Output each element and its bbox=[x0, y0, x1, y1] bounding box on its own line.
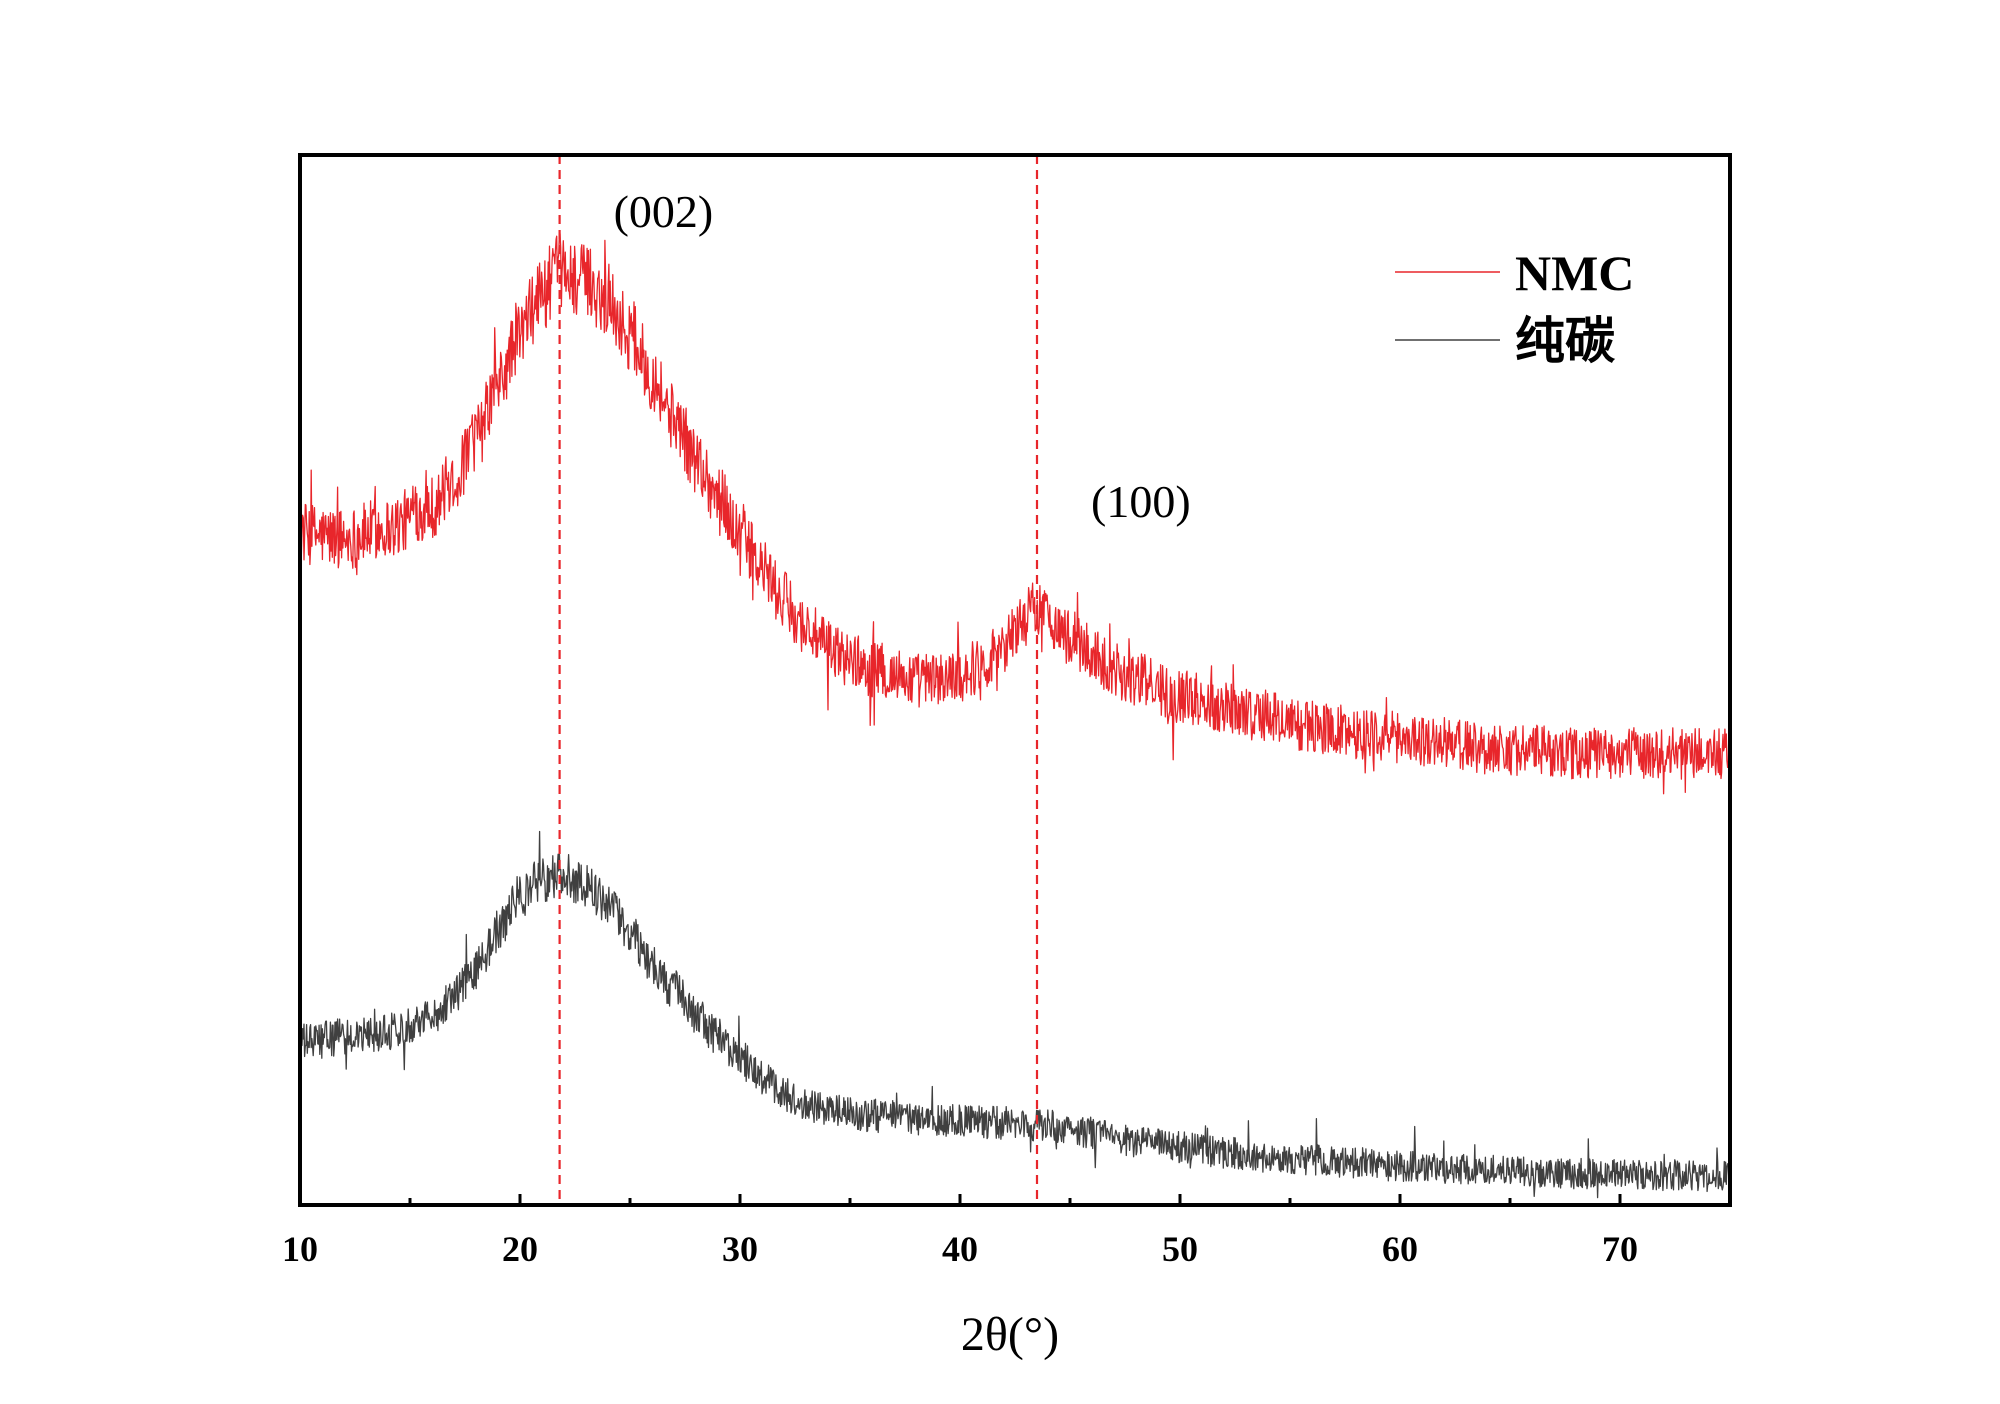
x-tick-label-60: 60 bbox=[1382, 1229, 1418, 1269]
legend-label-1: 纯碳 bbox=[1515, 313, 1616, 369]
x-tick-label-50: 50 bbox=[1162, 1229, 1198, 1269]
x-axis-title: 2θ(°) bbox=[961, 1308, 1059, 1361]
x-tick-label-10: 10 bbox=[282, 1229, 318, 1269]
peak-label-0: (002) bbox=[614, 186, 714, 237]
legend-label-0: NMC bbox=[1515, 245, 1634, 301]
x-tick-label-30: 30 bbox=[722, 1229, 758, 1269]
peak-label-1: (100) bbox=[1091, 476, 1191, 527]
xrd-chart: 10 20 30 40 50 60 70 (002) (100) NMC 纯碳 2θ(°) bbox=[0, 0, 2000, 1404]
x-tick-label-20: 20 bbox=[502, 1229, 538, 1269]
series-line-1 bbox=[300, 832, 1730, 1198]
x-tick-label-70: 70 bbox=[1602, 1229, 1638, 1269]
x-tick-label-40: 40 bbox=[942, 1229, 978, 1269]
